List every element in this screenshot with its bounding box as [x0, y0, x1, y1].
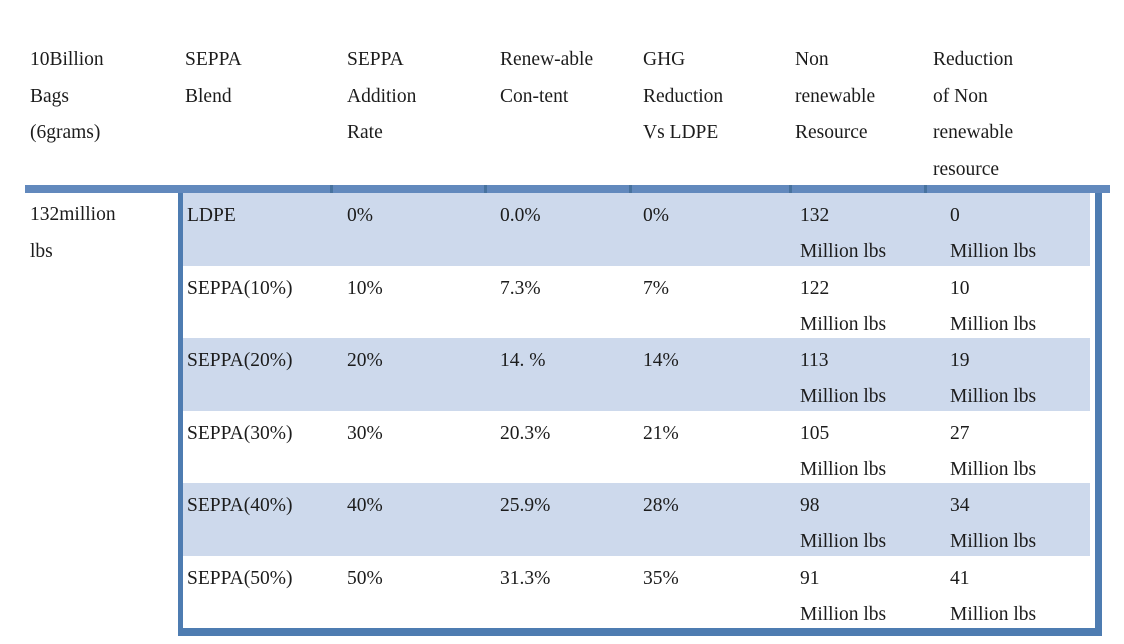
- column-divider-tick: [789, 185, 792, 198]
- cell-reduction: 0 Million lbs: [950, 205, 1037, 262]
- column-divider-tick: [330, 185, 333, 198]
- cell-non-renewable: 91 Million lbs: [800, 567, 887, 625]
- cell-addition-rate: 20%: [347, 350, 383, 371]
- cell-ghg-reduction: 35%: [643, 567, 679, 589]
- col-header-ghg-reduction: GHG Reduction Vs LDPE: [643, 49, 724, 143]
- cell-blend: SEPPA(50%): [187, 567, 293, 589]
- cell-ghg-reduction: 28%: [643, 495, 679, 516]
- column-divider-tick: [484, 185, 487, 198]
- cell-non-renewable: 105 Million lbs: [800, 422, 887, 480]
- table-row-seppa-10: SEPPA(10%) 10% 7.3% 7% 122 Million lbs 1…: [183, 266, 1090, 339]
- cell-non-renewable: 98 Million lbs: [800, 495, 887, 552]
- col-header-bags: 10Billion Bags (6grams): [30, 49, 104, 143]
- col-header-seppa-addition-rate: SEPPA Addition Rate: [347, 49, 417, 143]
- cell-blend: SEPPA(10%): [187, 277, 293, 299]
- table-body: LDPE 0% 0.0% 0% 132 Million lbs 0 Millio…: [178, 193, 1090, 628]
- cell-blend: SEPPA(40%): [187, 495, 293, 516]
- cell-addition-rate: 30%: [347, 422, 383, 444]
- cell-reduction: 41 Million lbs: [950, 567, 1037, 625]
- cell-blend: SEPPA(30%): [187, 422, 293, 444]
- row-label-total-lbs: 132million lbs: [30, 204, 116, 262]
- cell-reduction: 27 Million lbs: [950, 422, 1037, 480]
- table-row-seppa-40: SEPPA(40%) 40% 25.9% 28% 98 Million lbs …: [183, 483, 1090, 556]
- cell-ghg-reduction: 14%: [643, 350, 679, 371]
- cell-ghg-reduction: 0%: [643, 205, 669, 226]
- cell-renewable-content: 0.0%: [500, 205, 541, 226]
- col-header-non-renewable-resource: Non renewable Resource: [795, 49, 876, 143]
- cell-addition-rate: 10%: [347, 277, 383, 299]
- table-row-ldpe: LDPE 0% 0.0% 0% 132 Million lbs 0 Millio…: [183, 193, 1090, 266]
- cell-non-renewable: 122 Million lbs: [800, 277, 887, 335]
- cell-ghg-reduction: 7%: [643, 277, 669, 299]
- cell-non-renewable: 113 Million lbs: [800, 350, 887, 407]
- cell-renewable-content: 20.3%: [500, 422, 551, 444]
- cell-renewable-content: 14. %: [500, 350, 546, 371]
- cell-addition-rate: 40%: [347, 495, 383, 516]
- cell-blend: LDPE: [187, 205, 236, 226]
- table-row-seppa-50: SEPPA(50%) 50% 31.3% 35% 91 Million lbs …: [183, 556, 1090, 629]
- table-bottom-border: [178, 628, 1102, 636]
- table-row-seppa-20: SEPPA(20%) 20% 14. % 14% 113 Million lbs…: [183, 338, 1090, 411]
- cell-renewable-content: 25.9%: [500, 495, 551, 516]
- cell-ghg-reduction: 21%: [643, 422, 679, 444]
- col-header-seppa-blend: SEPPA Blend: [185, 49, 242, 107]
- cell-addition-rate: 0%: [347, 205, 373, 226]
- col-header-reduction-non-renewable: Reduction of Non renewable resource: [933, 49, 1014, 180]
- table-top-border: [25, 185, 1110, 193]
- cell-reduction: 34 Million lbs: [950, 495, 1037, 552]
- cell-reduction: 10 Million lbs: [950, 277, 1037, 335]
- column-divider-tick: [629, 185, 632, 198]
- col-header-renewable-content: Renew-able Con-tent: [500, 49, 594, 107]
- cell-reduction: 19 Million lbs: [950, 350, 1037, 407]
- table-row-seppa-30: SEPPA(30%) 30% 20.3% 21% 105 Million lbs…: [183, 411, 1090, 484]
- cell-renewable-content: 31.3%: [500, 567, 551, 589]
- table-right-border: [1095, 193, 1102, 636]
- cell-addition-rate: 50%: [347, 567, 383, 589]
- cell-non-renewable: 132 Million lbs: [800, 205, 887, 262]
- cell-renewable-content: 7.3%: [500, 277, 541, 299]
- column-divider-tick: [924, 185, 927, 198]
- cell-blend: SEPPA(20%): [187, 350, 293, 371]
